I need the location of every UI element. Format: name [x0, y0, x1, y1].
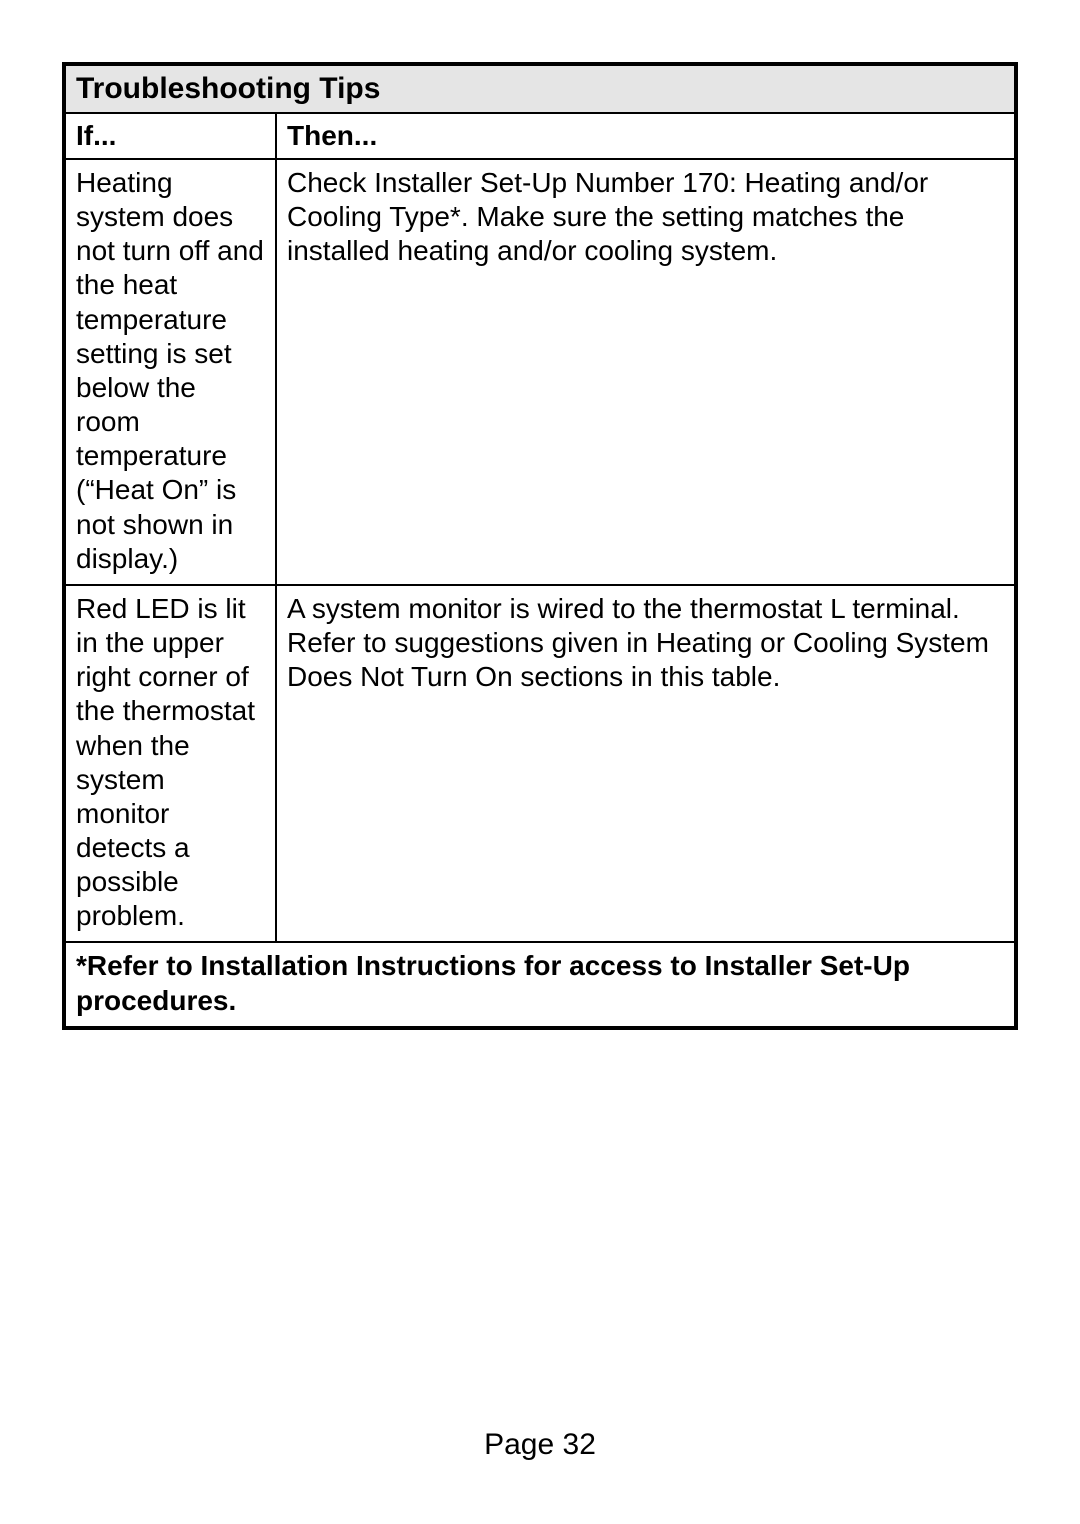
column-header-then: Then... [276, 113, 1016, 159]
page-number: Page 32 [0, 1428, 1080, 1462]
table-row: Heating system does not turn off and the… [64, 159, 1016, 585]
table-header-row: If... Then... [64, 113, 1016, 159]
cell-if: Red LED is lit in the upper right corner… [64, 585, 276, 943]
cell-then: A system monitor is wired to the thermos… [276, 585, 1016, 943]
cell-then: Check Installer Set-Up Number 170: Heati… [276, 159, 1016, 585]
troubleshooting-table: Troubleshooting Tips If... Then... Heati… [62, 62, 1018, 1030]
table-title-row: Troubleshooting Tips [64, 64, 1016, 113]
table-row: Red LED is lit in the upper right corner… [64, 585, 1016, 943]
table-title: Troubleshooting Tips [64, 64, 1016, 113]
cell-if: Heating system does not turn off and the… [64, 159, 276, 585]
table-footer-row: *Refer to Installation Instructions for … [64, 942, 1016, 1027]
page-container: Troubleshooting Tips If... Then... Heati… [0, 0, 1080, 1030]
table-footer-note: *Refer to Installation Instructions for … [64, 942, 1016, 1027]
column-header-if: If... [64, 113, 276, 159]
